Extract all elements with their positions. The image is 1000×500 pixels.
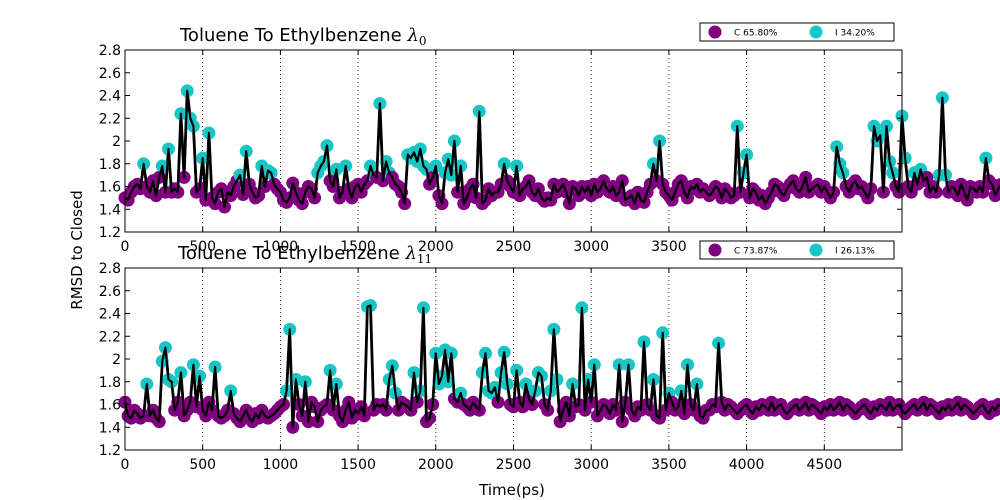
x-tick-label: 1500 xyxy=(340,239,376,255)
x-tick-label: 1000 xyxy=(263,239,299,255)
series-line-overlay xyxy=(124,89,1000,209)
y-tick-label: 1.2 xyxy=(99,443,121,459)
x-tick-label: 2000 xyxy=(418,239,454,255)
y-tick-label: 2.8 xyxy=(99,261,121,277)
y-tick-label: 2.4 xyxy=(99,307,121,323)
legend-marker xyxy=(708,25,722,39)
y-tick-label: 2.4 xyxy=(99,89,121,105)
x-tick-label: 0 xyxy=(121,457,130,473)
x-tick-label: 1000 xyxy=(263,457,299,473)
x-tick-label: 2500 xyxy=(496,457,532,473)
y-tick-label: 1.4 xyxy=(99,420,121,436)
x-tick-label: 3500 xyxy=(651,239,687,255)
x-axis-label: Time(ps) xyxy=(478,481,545,499)
y-tick-label: 1.2 xyxy=(99,225,121,241)
legend-box xyxy=(699,22,895,42)
legend-label: C 73.87% xyxy=(734,247,778,257)
legend-label: C 65.80% xyxy=(734,29,778,39)
y-tick-label: 2 xyxy=(112,352,121,368)
legend: C 65.80% I 34.20% xyxy=(699,22,895,42)
chart-title: Toluene To Ethylbenzene λ0 xyxy=(179,25,427,48)
y-tick-label: 1.8 xyxy=(99,375,121,391)
x-tick-label: 3000 xyxy=(573,457,609,473)
panel-1: 1.2 1.4 1.6 1.8 2 2.2 2.4 2.6 2.8 0 500 1000 1500 200… xyxy=(99,22,1000,255)
series-line-overlay xyxy=(123,304,1000,429)
legend-label: I 34.20% xyxy=(835,29,875,39)
y-tick-label: 2.8 xyxy=(99,43,121,59)
y-tick-label: 2.2 xyxy=(99,329,121,345)
legend-marker xyxy=(809,25,823,39)
chart-title: Toluene To Ethylbenzene λ11 xyxy=(177,243,432,266)
y-tick-label: 2.6 xyxy=(99,284,121,300)
y-tick-label: 2 xyxy=(112,134,121,150)
x-tick-label: 500 xyxy=(189,239,216,255)
x-tick-label: 2500 xyxy=(496,239,532,255)
legend-box xyxy=(699,240,895,260)
x-tick-label: 500 xyxy=(189,457,216,473)
y-axis-label: RMSD to Closed xyxy=(68,190,86,309)
panel-2: 1.21.41.61.822.22.42.62.80 500 1000 1500 200… xyxy=(99,240,1000,473)
legend-label: I 26.13% xyxy=(835,247,875,257)
x-tick-label: 4000 xyxy=(729,457,765,473)
x-tick-label: 1500 xyxy=(340,457,376,473)
x-tick-label: 3500 xyxy=(651,457,687,473)
y-tick-label: 2.2 xyxy=(99,111,121,127)
x-tick-label: 4500 xyxy=(806,457,842,473)
legend: C 73.87% I 26.13% xyxy=(699,240,895,260)
y-tick-label: 2.6 xyxy=(99,66,121,82)
x-tick-label: 2000 xyxy=(418,457,454,473)
y-tick-label: 1.6 xyxy=(99,398,121,414)
x-tick-label: 0 xyxy=(121,239,130,255)
y-tick-label: 1.4 xyxy=(99,202,121,218)
x-tick-label: 3000 xyxy=(573,239,609,255)
y-tick-label: 1.8 xyxy=(99,157,121,173)
legend-marker xyxy=(708,243,722,257)
legend-marker xyxy=(809,243,823,257)
y-tick-label: 1.6 xyxy=(99,180,121,196)
